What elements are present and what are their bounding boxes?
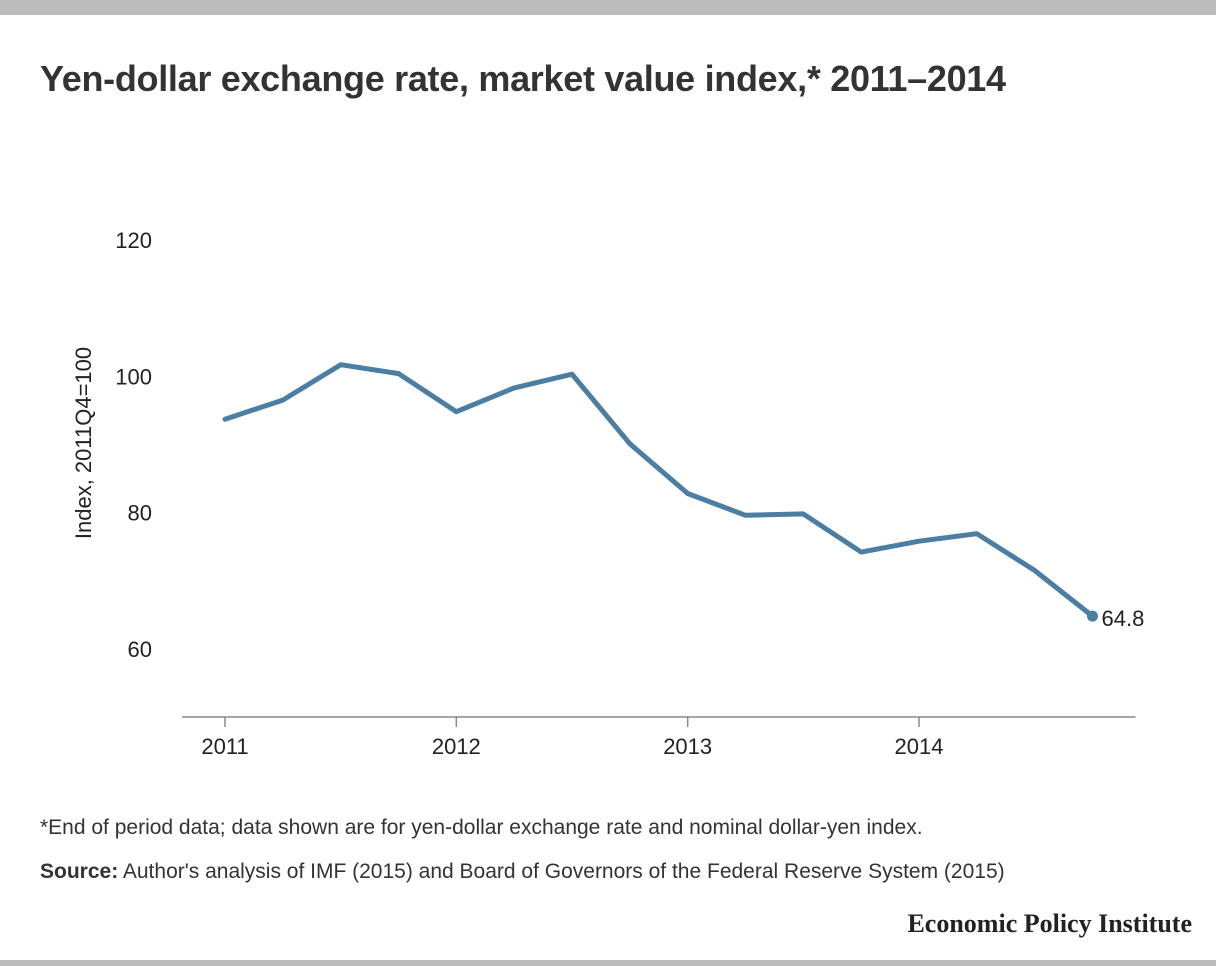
source-text: Author's analysis of IMF (2015) and Boar… <box>118 860 1005 883</box>
x-ticks: 2011 2012 2013 2014 <box>201 717 943 759</box>
x-tick-label: 2013 <box>663 734 712 759</box>
chart-title: Yen-dollar exchange rate, market value i… <box>40 58 1006 99</box>
source-line: Source: Author's analysis of IMF (2015) … <box>40 860 1005 884</box>
x-tick-label: 2014 <box>895 734 944 759</box>
y-tick-label: 80 <box>128 501 152 526</box>
y-tick-label: 60 <box>128 637 152 662</box>
x-tick-label: 2011 <box>201 734 248 759</box>
series-line <box>222 362 1095 619</box>
bottom-border-bar <box>0 960 1216 966</box>
source-label: Source: <box>40 860 119 883</box>
y-tick-label: 120 <box>115 228 152 253</box>
footnote: *End of period data; data shown are for … <box>40 816 923 839</box>
end-data-label: 64.8 <box>1102 606 1145 631</box>
end-data-point <box>1087 610 1098 622</box>
brand-logo-text: Economic Policy Institute <box>907 909 1192 938</box>
y-tick-labels: 60 80 100 120 <box>115 228 152 662</box>
y-tick-label: 100 <box>115 364 152 389</box>
top-border-bar <box>0 0 1216 15</box>
x-tick-label: 2012 <box>432 734 481 759</box>
y-axis-title: Index, 2011Q4=100 <box>71 347 96 539</box>
